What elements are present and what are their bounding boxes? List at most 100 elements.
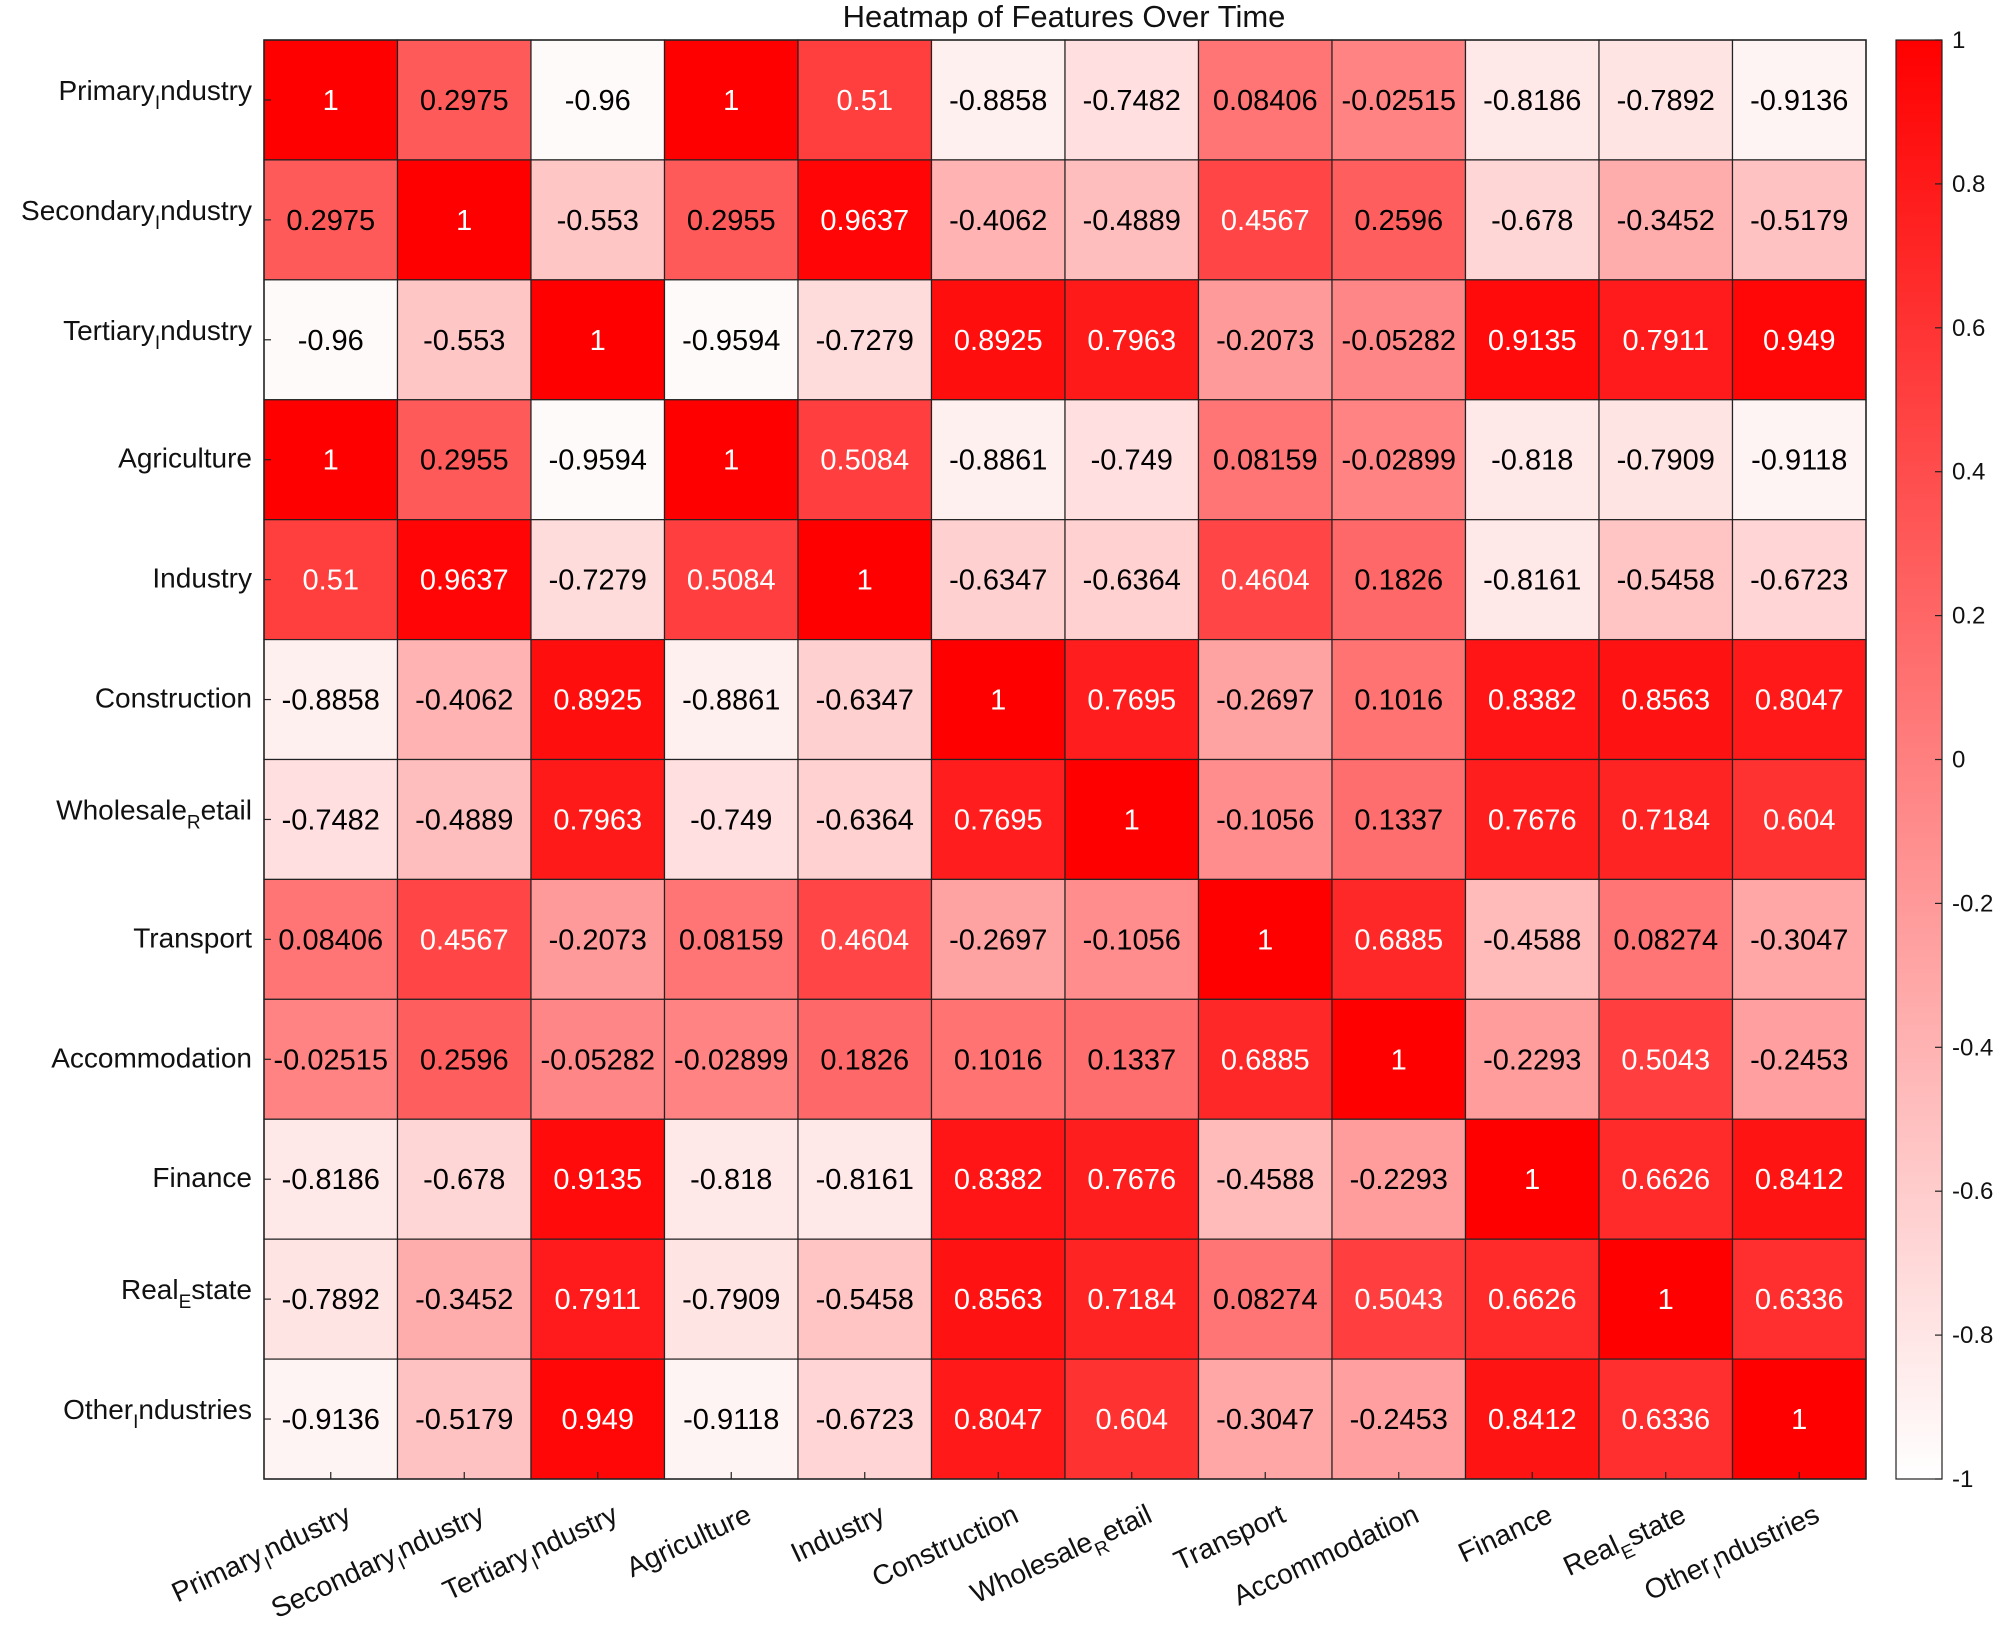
cell-value-label: -0.6723 <box>1750 565 1848 597</box>
heatmap-cell <box>530 159 666 281</box>
heatmap-cell <box>396 878 532 1000</box>
cell-value-label: 0.8412 <box>1755 1164 1844 1196</box>
cell-value-label: -0.8161 <box>1483 565 1581 597</box>
heatmap-cell <box>930 758 1066 881</box>
cell-value-label: 0.6626 <box>1488 1284 1577 1316</box>
heatmap-cell <box>1331 1238 1467 1360</box>
cell-value-label: 0.5043 <box>1621 1044 1710 1076</box>
cell-value-label: -0.3047 <box>1750 924 1848 956</box>
cell-value-label: -0.3452 <box>1617 205 1715 237</box>
x-axis-labels: PrimaryIndustrySecondaryIndustryTertiary… <box>167 1472 1824 1624</box>
cell-value-label: 0.08159 <box>1213 445 1318 477</box>
cell-value-label: -0.4889 <box>1083 205 1181 237</box>
y-tick-label: WholesaleRetail <box>56 794 252 833</box>
colorbar-tick-label: -0.8 <box>1952 1322 1993 1349</box>
cell-value-label: -0.7892 <box>1617 85 1715 117</box>
colorbar-tick-label: -1 <box>1952 1466 1973 1493</box>
colorbar-tick-label: -0.6 <box>1952 1178 1993 1205</box>
cell-value-label: 0.8563 <box>954 1284 1043 1316</box>
heatmap-cell <box>930 39 1066 161</box>
heatmap-cell <box>797 279 933 401</box>
cell-value-label: 0.949 <box>1763 325 1836 357</box>
cell-value-label: -0.2697 <box>1216 685 1314 717</box>
heatmap-cell <box>1064 878 1200 1000</box>
cell-value-label: -0.818 <box>690 1164 772 1196</box>
cell-value-label: -0.9594 <box>682 325 780 357</box>
heatmap-cell <box>263 1238 399 1360</box>
cell-value-label: -0.678 <box>1491 205 1573 237</box>
heatmap-cell <box>1197 159 1333 281</box>
heatmap-cell <box>663 638 799 761</box>
heatmap-cell <box>663 399 799 521</box>
y-tick-label: Agriculture <box>118 443 252 474</box>
colorbar-tick-label: 0 <box>1952 747 1965 774</box>
cell-value-label: -0.2453 <box>1350 1404 1448 1436</box>
cell-value-label: 0.2596 <box>1354 205 1443 237</box>
heatmap-cell <box>1064 519 1200 641</box>
cell-value-label: -0.553 <box>423 325 505 357</box>
cell-value-label: -0.5179 <box>1750 205 1848 237</box>
heatmap-cell <box>530 1358 666 1480</box>
heatmap-cell <box>797 39 933 161</box>
heatmap-cell <box>1064 1358 1200 1480</box>
cell-value-label: -0.4062 <box>949 205 1047 237</box>
heatmap-cell <box>396 39 532 161</box>
heatmap-cell <box>1197 638 1333 761</box>
cell-value-label: 0.7676 <box>1488 804 1577 836</box>
cell-value-label: -0.7909 <box>682 1284 780 1316</box>
heatmap-cell <box>1331 638 1467 761</box>
cell-value-label: -0.3452 <box>415 1284 513 1316</box>
colorbar-gradient <box>1895 39 1943 1480</box>
cell-value-label: 0.9135 <box>1488 325 1577 357</box>
cell-value-label: -0.7892 <box>282 1284 380 1316</box>
cell-value-label: 0.604 <box>1095 1404 1168 1436</box>
heatmap-cell <box>1331 758 1467 881</box>
heatmap-cell <box>1598 998 1734 1120</box>
heatmap-cell <box>530 758 666 881</box>
heatmap-cell <box>1598 279 1734 401</box>
heatmap-cell <box>1464 399 1600 521</box>
y-tick-label: Transport <box>133 922 252 953</box>
y-tick-label: RealEstate <box>121 1274 252 1313</box>
cell-value-label: 0.7676 <box>1087 1164 1176 1196</box>
cell-value-label: 0.8382 <box>954 1164 1043 1196</box>
heatmap-cell <box>1064 399 1200 521</box>
heatmap-cell <box>263 39 399 161</box>
heatmap-cell <box>797 519 933 641</box>
heatmap-cell <box>530 1118 666 1240</box>
y-tick-label: TertiaryIndustry <box>63 315 252 354</box>
heatmap-cell <box>1598 758 1734 881</box>
cell-value-label: -0.6723 <box>816 1404 914 1436</box>
cell-value-label: 0.7911 <box>554 1284 641 1316</box>
heatmap-cell <box>930 1358 1066 1480</box>
heatmap-cell <box>1197 998 1333 1120</box>
cell-value-label: 0.2596 <box>420 1044 509 1076</box>
cell-value-label: -0.2073 <box>1216 325 1314 357</box>
heatmap-cell <box>930 1118 1066 1240</box>
heatmap-cell <box>263 519 399 641</box>
heatmap-cell <box>1731 1238 1867 1360</box>
cell-value-label: -0.9136 <box>282 1404 380 1436</box>
cell-value-label: 0.1337 <box>1354 804 1443 836</box>
cell-value-label: 0.1016 <box>954 1044 1043 1076</box>
cell-value-label: -0.8858 <box>949 85 1047 117</box>
heatmap-cell <box>396 519 532 641</box>
heatmap-cell <box>263 399 399 521</box>
heatmap-cell <box>530 279 666 401</box>
cell-value-label: -0.8858 <box>282 685 380 717</box>
cell-value-label: 0.5043 <box>1354 1284 1443 1316</box>
cell-value-label: -0.7279 <box>549 565 647 597</box>
cell-value-label: 0.08274 <box>1613 924 1718 956</box>
heatmap-cell <box>1464 1358 1600 1480</box>
y-tick-label: SecondaryIndustry <box>21 195 252 234</box>
cell-value-label: 0.2975 <box>420 85 509 117</box>
heatmap-cell <box>396 998 532 1120</box>
cell-value-label: 0.6885 <box>1221 1044 1310 1076</box>
cell-value-label: 0.5084 <box>687 565 776 597</box>
heatmap-cells: 1 0.2975 -0.96 1 0.51 -0.8858 -0.7482 0.08406 -0… <box>263 39 1867 1480</box>
heatmap-cell <box>530 878 666 1000</box>
heatmap-cell <box>1731 279 1867 401</box>
x-tick-label: Finance <box>1453 1498 1556 1568</box>
heatmap-cell <box>396 159 532 281</box>
cell-value-label: -0.5458 <box>1617 565 1715 597</box>
